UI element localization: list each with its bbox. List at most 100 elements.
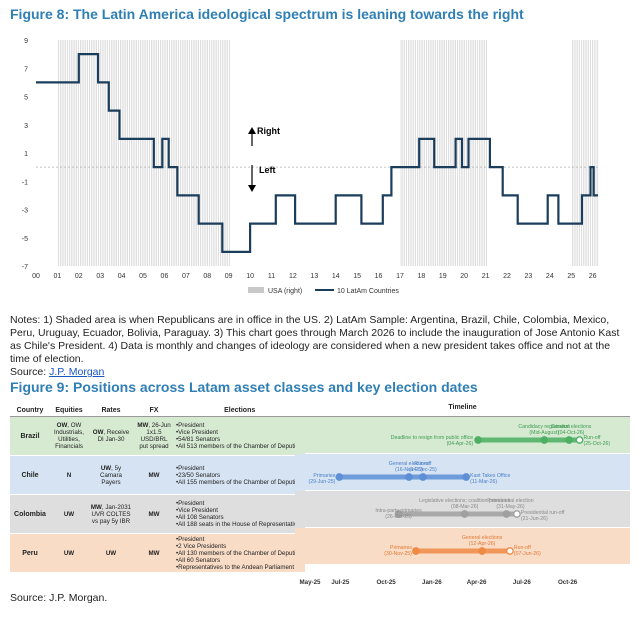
election-item: 23/50 Senators [176, 472, 303, 479]
election-item: All 60 Senators [176, 557, 303, 564]
election-item: All 108 Senators [176, 514, 303, 521]
event-marker [474, 436, 482, 444]
figure8-title: Figure 8: The Latin America ideological … [10, 6, 524, 22]
event-label: Run-off [514, 545, 531, 551]
legend-label-latam: 10 LatAm Countries [337, 288, 399, 295]
event-label: Presidential election [487, 498, 534, 504]
event-label: Run-off [584, 435, 601, 441]
x-tick-label: 16 [375, 273, 383, 280]
event-marker [478, 547, 486, 555]
x-tick-label: 21 [482, 273, 490, 280]
event-date: (25-Oct-26) [584, 441, 611, 447]
event-date: (04-Oct-26) [558, 430, 585, 436]
election-item: President [176, 465, 303, 472]
y-tick-label: -5 [22, 236, 28, 243]
down-arrow-icon [248, 185, 256, 192]
event-label: Kast Takes Office [470, 473, 510, 479]
y-tick-label: 5 [24, 95, 28, 102]
event-label: Candidacy registration [518, 424, 570, 430]
fx-cell: MW [134, 494, 174, 534]
timeline-tick-label: Apr-26 [467, 579, 487, 586]
event-marker [513, 510, 521, 518]
x-tick-label: 02 [75, 273, 83, 280]
fx-cell: MW [134, 455, 174, 495]
x-tick-label: 05 [139, 273, 147, 280]
country-cell: Colombia [10, 494, 50, 534]
country-cell: Chile [10, 455, 50, 495]
event-marker [335, 473, 344, 481]
timeline-tick-label: Jul-25 [331, 579, 349, 586]
header-rates: Rates [88, 404, 134, 417]
event-marker [462, 473, 471, 481]
x-tick-label: 24 [546, 273, 554, 280]
x-tick-label: 12 [289, 273, 297, 280]
event-date: (14-Dec-25) [409, 467, 437, 473]
x-tick-label: 26 [589, 273, 597, 280]
event-marker [460, 510, 469, 518]
event-date: (26-Oct-25) [385, 514, 412, 520]
left-label: Left [259, 165, 276, 175]
x-tick-label: 15 [353, 273, 361, 280]
election-item: Representatives to the Andean Parliament [176, 564, 303, 571]
event-date: (07-Jun-26) [514, 551, 541, 557]
x-tick-label: 04 [118, 273, 126, 280]
timeline-band-brazil [295, 417, 630, 453]
election-item: All 130 members of the Chamber of Deputi… [176, 550, 303, 557]
event-date: (Mid-August) [529, 430, 559, 436]
event-label: General elections [462, 535, 503, 541]
event-label: General elections [389, 461, 430, 467]
table-header-row: Country Equities Rates FX Elections [10, 404, 306, 417]
right-label: Right [257, 126, 280, 136]
event-label: Intra-party primaries [375, 508, 422, 514]
x-tick-label: 25 [567, 273, 575, 280]
event-marker [565, 436, 573, 444]
notes-text: Notes: 1) Shaded area is when Republican… [10, 314, 620, 365]
x-tick-label: 01 [54, 273, 62, 280]
positions-table: Country Equities Rates FX Elections Braz… [10, 404, 306, 573]
election-item: All 155 members of the Chamber of Deputi… [176, 479, 303, 486]
notes-source-label: Source: [10, 366, 50, 378]
y-tick-label: -7 [22, 264, 28, 271]
event-marker [412, 547, 420, 555]
x-tick-label: 08 [203, 273, 211, 280]
event-marker [405, 473, 413, 481]
elections-cell: President Vice President 54/81 Senators … [174, 416, 306, 456]
header-timeline: Timeline [295, 404, 630, 417]
x-tick-label: 06 [161, 273, 169, 280]
event-marker [502, 510, 511, 518]
x-tick-label: 09 [225, 273, 233, 280]
election-item: Vice President [176, 429, 303, 436]
timeline-band-peru [295, 528, 630, 564]
x-tick-label: 07 [182, 273, 190, 280]
x-tick-label: 00 [32, 273, 40, 280]
x-tick-label: 18 [417, 273, 425, 280]
table-row-colombia: Colombia UW MW, Jan-2031 UVR COLTES vs p… [10, 494, 306, 534]
header-country: Country [10, 404, 50, 417]
equities-cell: UW [50, 494, 88, 534]
source-link[interactable]: J.P. Morgan [49, 366, 105, 378]
elections-cell: President 23/50 Senators All 155 members… [174, 455, 306, 495]
fx-cell: MW [134, 533, 174, 573]
x-tick-label: 17 [396, 273, 404, 280]
event-marker [394, 510, 403, 518]
legend-label-usa: USA (right) [268, 288, 302, 295]
latam-ideology-line [36, 53, 598, 253]
event-date: (29-Jun-25) [309, 479, 336, 485]
timeline-tick-label: Jul-26 [513, 579, 531, 586]
event-date: (16-Nov-25) [395, 467, 423, 473]
x-tick-label: 23 [525, 273, 533, 280]
figure9-source: Source: J.P. Morgan. [10, 592, 108, 604]
y-tick-label: -3 [22, 208, 28, 215]
equities-cell: UW [50, 533, 88, 573]
timeline-tick-label: May-25 [300, 579, 322, 586]
x-tick-label: 20 [460, 273, 468, 280]
x-tick-label: 22 [503, 273, 511, 280]
x-tick-label: 19 [439, 273, 447, 280]
event-date: (08-Mar-26) [451, 504, 479, 510]
event-date: (04-Apr-26) [447, 441, 474, 447]
event-date: (12-Apr-26) [469, 541, 496, 547]
election-item: President [176, 536, 303, 543]
event-marker [419, 473, 427, 481]
event-label: Run-off [414, 461, 431, 467]
event-date: (30-Nov-25) [384, 551, 412, 557]
